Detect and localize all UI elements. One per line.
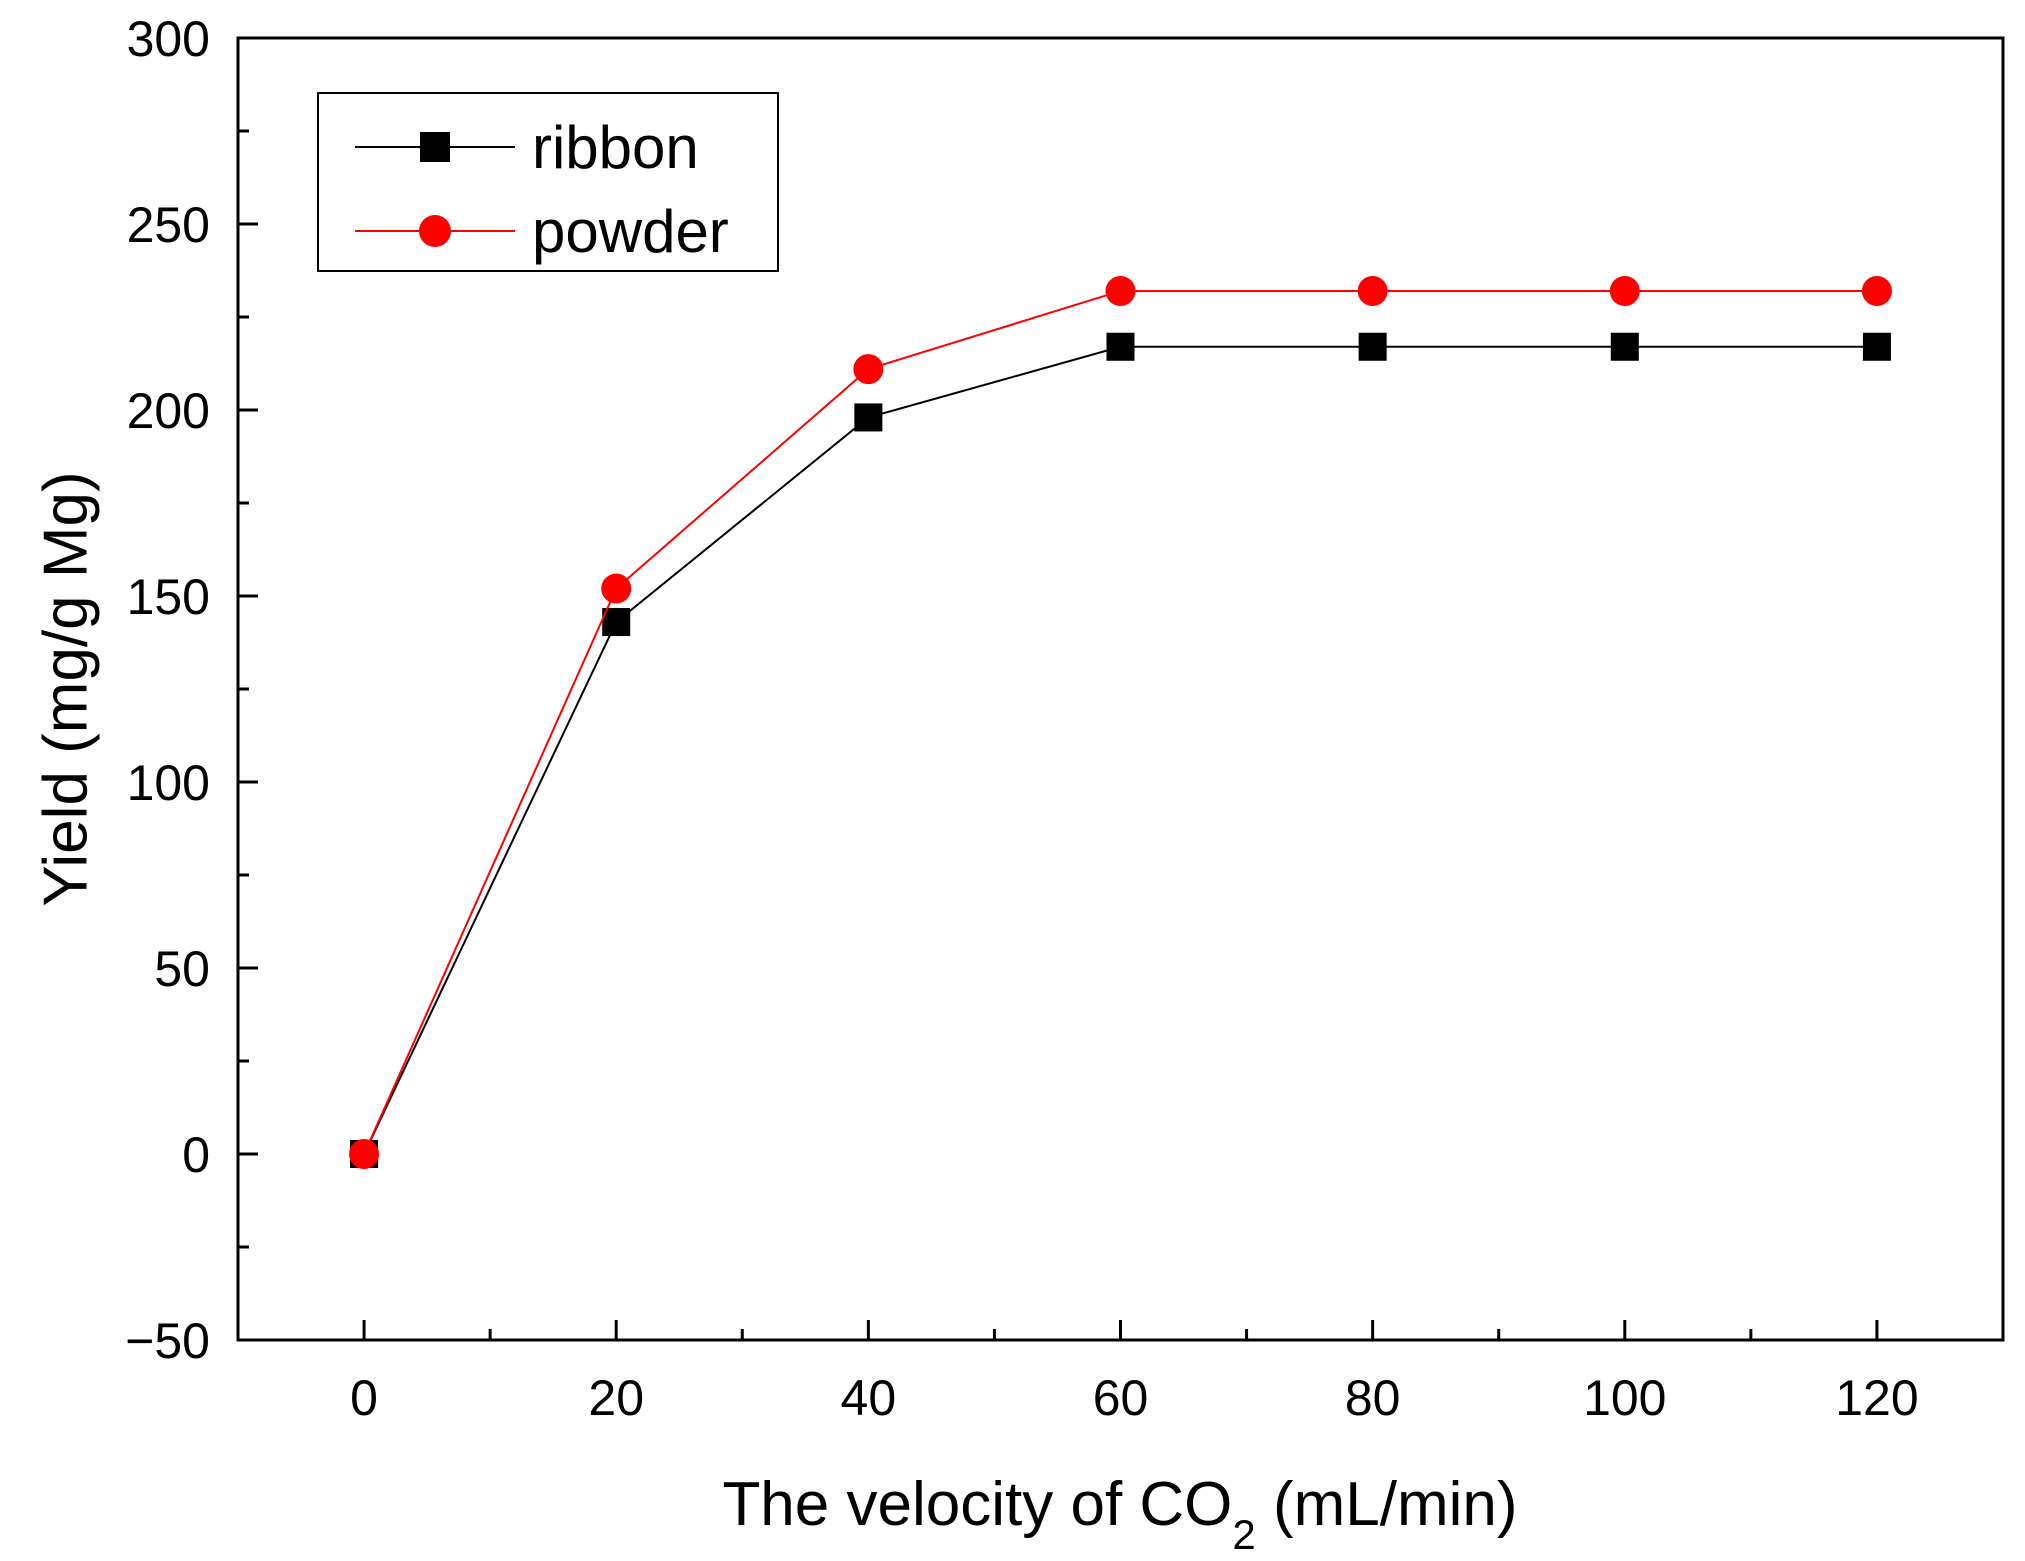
y-tick-label: 150 bbox=[127, 569, 210, 625]
x-tick-label: 80 bbox=[1345, 1370, 1401, 1426]
y-tick-label: −50 bbox=[125, 1313, 210, 1369]
series-line-powder bbox=[363, 289, 1877, 1155]
x-axis-title-main: The velocity of CO bbox=[722, 1470, 1232, 1539]
y-tick-label: 200 bbox=[127, 383, 210, 439]
y-axis-ticks: −50 0 50 100 150 200 250 300 bbox=[125, 11, 258, 1369]
x-tick-label: 40 bbox=[841, 1370, 897, 1426]
x-axis-ticks: 0 20 40 60 80 100 120 bbox=[350, 1320, 1919, 1426]
data-point-powder bbox=[349, 1139, 380, 1169]
x-axis-title-tail: (mL/min) bbox=[1256, 1470, 1518, 1539]
x-tick-label: 0 bbox=[350, 1370, 378, 1426]
legend-ribbon-label: ribbon bbox=[532, 114, 699, 181]
legend-ribbon-marker bbox=[420, 132, 450, 162]
series-line-ribbon bbox=[363, 345, 1877, 1155]
data-point-powder bbox=[1105, 275, 1136, 306]
y-axis-title: Yield (mg/g Mg) bbox=[31, 471, 100, 906]
data-point-powder bbox=[853, 354, 884, 385]
legend-powder-label: powder bbox=[532, 198, 729, 265]
x-axis-title-subscript: 2 bbox=[1232, 1511, 1255, 1558]
data-point-powder bbox=[1609, 275, 1640, 306]
x-tick-label: 20 bbox=[588, 1370, 644, 1426]
x-tick-label: 100 bbox=[1583, 1370, 1666, 1426]
x-axis-title: The velocity of CO2 (mL/min) bbox=[722, 1470, 1517, 1558]
y-tick-label: 250 bbox=[127, 197, 210, 253]
legend-box bbox=[317, 92, 779, 272]
y-tick-label: 0 bbox=[182, 1127, 210, 1183]
x-tick-label: 60 bbox=[1093, 1370, 1149, 1426]
y-tick-label: 100 bbox=[127, 755, 210, 811]
y-tick-label: 50 bbox=[154, 941, 210, 997]
y-tick-label: 300 bbox=[127, 11, 210, 67]
legend-powder-marker bbox=[419, 215, 451, 247]
data-point-powder bbox=[1357, 275, 1388, 306]
data-point-ribbon bbox=[602, 608, 631, 637]
series-layer bbox=[349, 275, 1892, 1169]
data-point-powder bbox=[1861, 275, 1892, 306]
legend: ribbon powder bbox=[317, 92, 779, 272]
data-point-ribbon bbox=[1106, 332, 1135, 361]
data-point-ribbon bbox=[854, 403, 883, 432]
data-point-ribbon bbox=[1358, 332, 1387, 361]
x-tick-label: 120 bbox=[1835, 1370, 1918, 1426]
data-point-powder bbox=[601, 573, 632, 604]
data-point-ribbon bbox=[1610, 332, 1639, 361]
data-point-ribbon bbox=[1862, 332, 1891, 361]
